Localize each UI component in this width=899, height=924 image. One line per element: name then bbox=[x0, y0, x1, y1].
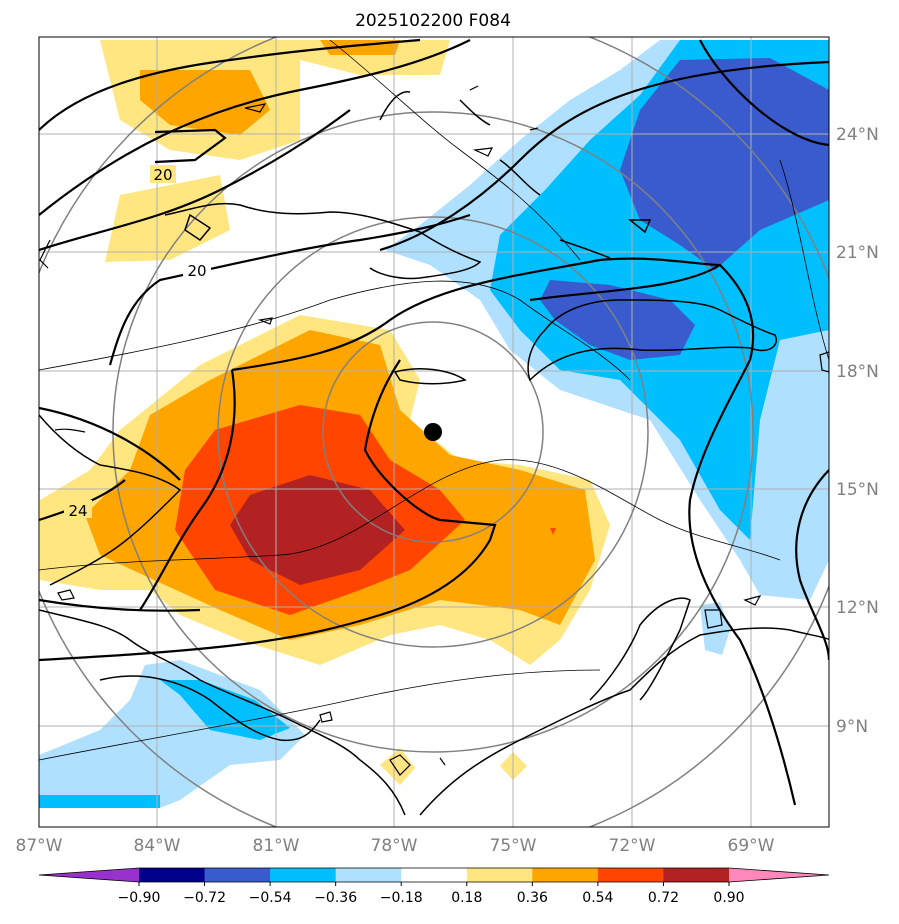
colorbar-extend-low bbox=[39, 868, 139, 882]
lat-label-21n: 21°N bbox=[836, 243, 879, 263]
colorbar-tick-label: 0.54 bbox=[582, 890, 613, 906]
positive-anomaly-fill bbox=[40, 40, 610, 785]
lon-label-75w: 75°W bbox=[490, 836, 537, 856]
lat-label-9n: 9°N bbox=[836, 717, 868, 737]
contour-label-20-upper: 20 bbox=[153, 166, 172, 184]
colorbar-segment bbox=[401, 868, 468, 882]
lon-label-84w: 84°W bbox=[134, 836, 181, 856]
colorbar-tick-label: 0.72 bbox=[648, 890, 679, 906]
graticule bbox=[39, 37, 829, 827]
lon-label-69w: 69°W bbox=[728, 836, 775, 856]
lat-label-15n: 15°N bbox=[836, 480, 879, 500]
lat-label-12n: 12°N bbox=[836, 598, 879, 618]
lat-label-24n: 24°N bbox=[836, 125, 879, 145]
colorbar-segment bbox=[597, 868, 664, 882]
lon-label-72w: 72°W bbox=[609, 836, 656, 856]
colorbar-segment bbox=[204, 868, 271, 882]
thick-contours bbox=[39, 38, 829, 806]
map-frame bbox=[38, 36, 830, 828]
thin-contours bbox=[39, 39, 829, 761]
colorbar-tick-label: −0.54 bbox=[249, 890, 292, 906]
contour-label-20-lower: 20 bbox=[187, 262, 206, 280]
colorbar-segment bbox=[663, 868, 730, 882]
small-islands bbox=[39, 85, 829, 776]
latitude-labels: 24°N 21°N 18°N 15°N 12°N 9°N bbox=[836, 125, 879, 737]
colorbar-segment bbox=[532, 868, 599, 882]
colorbar-tick-label: 0.36 bbox=[517, 890, 548, 906]
storm-center-dot bbox=[424, 423, 442, 441]
small-max-marker bbox=[550, 528, 556, 535]
map-title: 2025102200 F084 bbox=[355, 11, 511, 31]
colorbar-segment bbox=[139, 868, 206, 882]
map-area: 20 20 24 bbox=[39, 37, 829, 827]
contour-labels: 20 20 24 bbox=[64, 165, 211, 520]
contour-label-24: 24 bbox=[68, 502, 87, 520]
colorbar-tick-label: −0.36 bbox=[314, 890, 357, 906]
negative-anomaly-fill bbox=[39, 40, 829, 808]
lon-label-87w: 87°W bbox=[16, 836, 63, 856]
coastlines bbox=[39, 91, 829, 816]
colorbar-tick-label: −0.90 bbox=[118, 890, 161, 906]
lat-label-18n: 18°N bbox=[836, 362, 879, 382]
colorbar-segment bbox=[270, 868, 337, 882]
colorbar-tick-label: 0.18 bbox=[451, 890, 482, 906]
colorbar-extend-high bbox=[729, 868, 829, 882]
lon-label-78w: 78°W bbox=[371, 836, 418, 856]
lon-label-81w: 81°W bbox=[253, 836, 300, 856]
colorbar-segment bbox=[466, 868, 533, 882]
colorbar-tick-label: −0.18 bbox=[380, 890, 423, 906]
colorbar-tick-label: −0.72 bbox=[183, 890, 226, 906]
colorbar-tick-label: 0.90 bbox=[713, 890, 744, 906]
colorbar: −0.90 −0.72 −0.54 −0.36 −0.18 0.18 0.36 0.54 0.7… bbox=[38, 867, 830, 906]
longitude-labels: 87°W 84°W 81°W 78°W 75°W 72°W 69°W bbox=[16, 836, 775, 856]
colorbar-segment bbox=[335, 868, 402, 882]
